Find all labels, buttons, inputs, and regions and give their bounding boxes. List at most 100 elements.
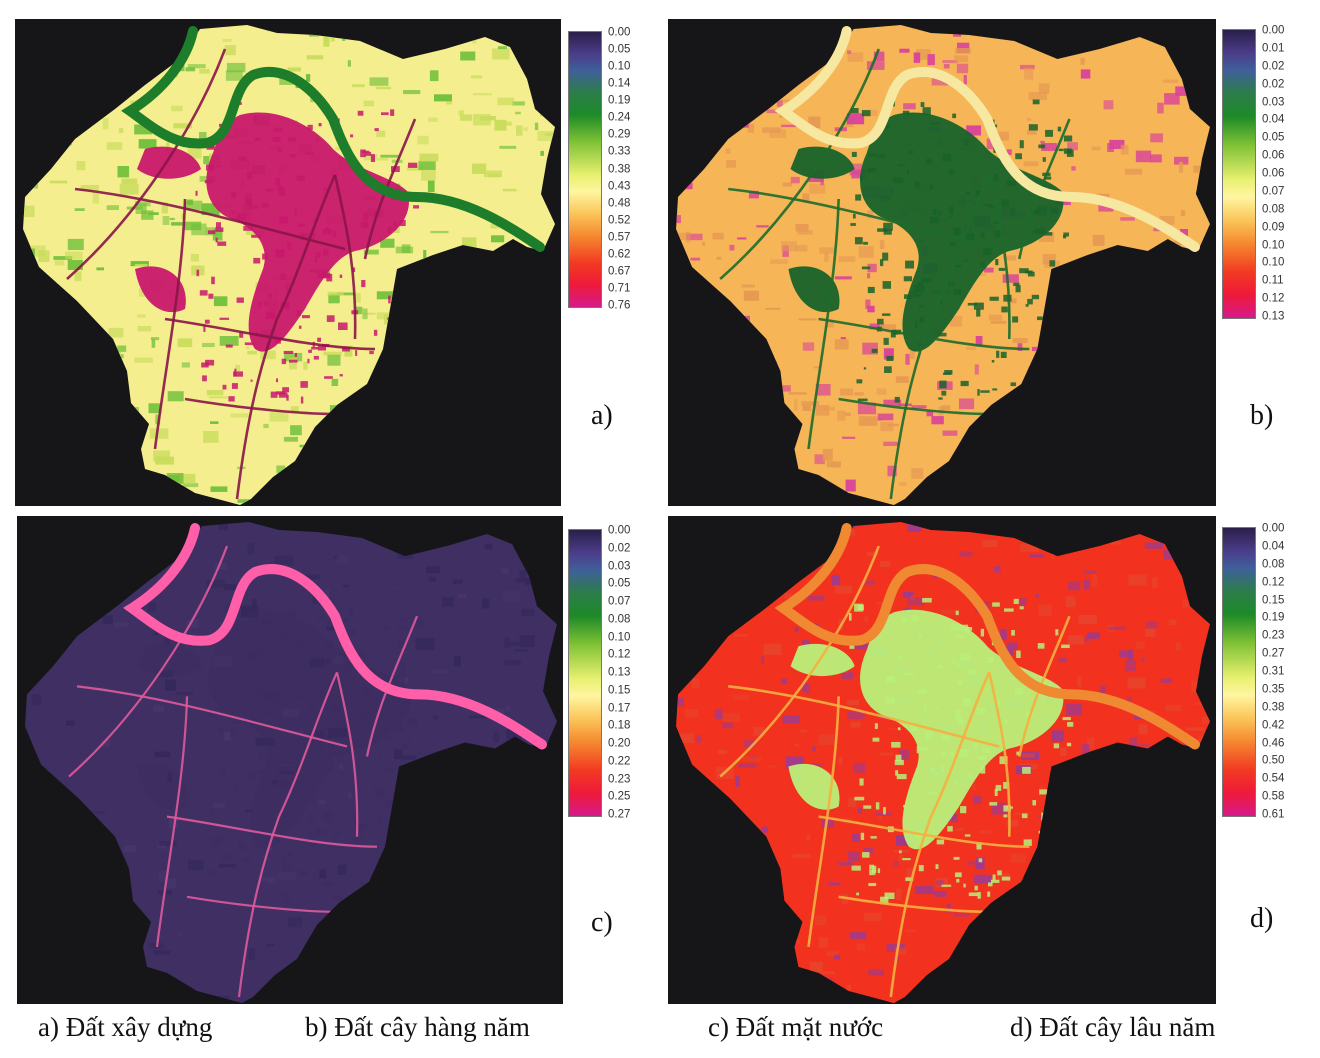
canal-line: [728, 685, 1000, 748]
land-patch: [306, 74, 311, 82]
urban-speckle: [867, 168, 876, 173]
urban-speckle: [267, 293, 273, 299]
map-graphic: [676, 522, 1210, 1003]
land-patch: [516, 125, 523, 136]
land-patch: [138, 139, 157, 149]
land-patch: [719, 95, 734, 103]
land-patch: [439, 993, 458, 1003]
land-patch: [676, 95, 683, 99]
urban-speckle: [205, 359, 215, 366]
land-patch: [159, 840, 177, 846]
land-patch: [826, 461, 841, 468]
land-patch: [1042, 254, 1056, 265]
land-patch: [206, 579, 225, 588]
land-patch: [1010, 853, 1026, 863]
land-patch: [1068, 901, 1073, 908]
urban-speckle: [855, 194, 862, 201]
land-patch: [235, 364, 241, 372]
land-patch: [1185, 727, 1205, 731]
land-patch: [956, 522, 962, 528]
land-patch: [1056, 852, 1075, 865]
land-patch: [376, 130, 386, 138]
canal-line: [74, 187, 346, 251]
urban-speckle: [925, 731, 933, 739]
land-patch: [285, 971, 299, 977]
land-patch: [776, 100, 783, 107]
caption-d: d) Đất cây lâu năm: [1010, 1012, 1216, 1042]
land-patch: [343, 584, 349, 588]
urban-speckle: [914, 181, 921, 188]
land-patch: [993, 566, 1001, 573]
river: [123, 523, 547, 750]
land-patch: [73, 416, 79, 424]
land-patch: [1073, 491, 1089, 501]
land-patch: [784, 913, 791, 916]
land-patch: [1025, 997, 1032, 1003]
land-patch: [1028, 429, 1043, 439]
land-patch: [105, 54, 119, 64]
urban-speckle: [398, 711, 407, 716]
land-patch: [1172, 863, 1190, 873]
land-patch: [504, 659, 521, 666]
urban-speckle: [412, 333, 416, 340]
canal-line: [76, 685, 348, 748]
land-patch: [401, 486, 405, 498]
land-patch: [441, 329, 458, 335]
land-patch: [1068, 635, 1084, 645]
urban-speckle: [1028, 124, 1038, 131]
land-patch: [708, 522, 727, 524]
urban-speckle: [307, 358, 310, 364]
land-patch: [1135, 786, 1142, 792]
land-patch: [765, 53, 782, 62]
urban-speckle: [338, 322, 348, 330]
land-patch: [556, 403, 561, 414]
land-patch: [1163, 79, 1179, 83]
river: [774, 523, 1200, 750]
land-patch: [1200, 389, 1210, 393]
legend-tick-label: 0.48: [608, 196, 631, 209]
urban-speckle: [209, 672, 212, 681]
land-patch: [676, 964, 683, 975]
land-patch: [991, 802, 1007, 815]
land-patch: [840, 388, 854, 396]
land-patch: [709, 499, 723, 505]
land-patch: [159, 670, 174, 678]
land-patch: [177, 338, 193, 348]
land-patch: [85, 73, 94, 85]
urban-speckle: [948, 281, 955, 286]
land-patch: [128, 52, 137, 61]
land-patch: [1184, 411, 1200, 423]
urban-speckle: [857, 398, 868, 402]
land-patch: [820, 177, 824, 186]
land-patch: [427, 455, 433, 461]
urban-speckle: [405, 395, 412, 399]
land-patch: [1024, 492, 1037, 497]
urban-speckle: [217, 241, 227, 246]
urban-speckle: [369, 350, 374, 355]
land-patch: [524, 469, 532, 476]
land-patch: [335, 146, 341, 151]
land-patch: [76, 161, 86, 171]
land-patch: [724, 920, 741, 931]
land-patch: [1180, 229, 1188, 239]
land-patch: [348, 505, 353, 506]
land-patch: [1166, 538, 1170, 548]
land-patch: [230, 413, 249, 418]
urban-speckle: [243, 603, 247, 612]
land-patch: [363, 154, 378, 161]
land-patch: [114, 451, 131, 458]
legend-tick-label: 0.04: [1262, 113, 1285, 126]
land-patch: [769, 863, 774, 870]
land-patch: [522, 495, 532, 505]
land-patch: [848, 851, 860, 862]
land-patch: [426, 907, 432, 911]
urban-speckle: [883, 222, 893, 231]
urban-speckle: [1012, 677, 1015, 682]
land-patch: [77, 321, 96, 333]
land-patch: [1136, 641, 1145, 649]
land-patch: [106, 142, 123, 150]
legend-tick-label: 0.04: [1262, 540, 1285, 553]
urban-speckle: [1032, 800, 1037, 806]
land-patch: [406, 387, 421, 396]
urban-speckle: [381, 728, 391, 731]
